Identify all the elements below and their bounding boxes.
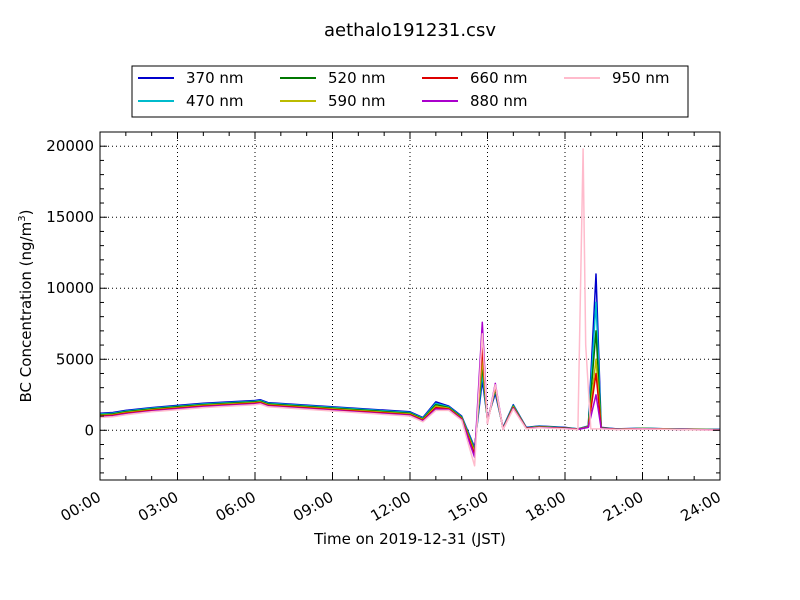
y-tick-label: 0: [84, 421, 94, 439]
x-tick-label: 18:00: [523, 488, 569, 525]
x-tick-label: 09:00: [290, 488, 336, 525]
series-line-950-nm: [99, 148, 721, 467]
x-axis-label: Time on 2019-12-31 (JST): [313, 530, 506, 548]
grid: [100, 132, 720, 480]
legend-box: [131, 65, 689, 118]
x-tick-label: 12:00: [368, 488, 414, 525]
y-axis-label-suffix: ): [17, 210, 35, 216]
y-tick-label: 15000: [46, 208, 94, 226]
y-tick-label: 10000: [46, 279, 94, 297]
legend-label: 950 nm: [612, 69, 670, 87]
x-tick-label: 06:00: [213, 488, 259, 525]
series-lines: [99, 148, 721, 467]
series-line-880-nm: [99, 321, 721, 459]
legend-label: 370 nm: [186, 69, 244, 87]
x-tick-label: 00:00: [58, 488, 104, 525]
x-tick-label: 03:00: [135, 488, 181, 525]
y-axis-label-superscript: 3: [17, 215, 28, 221]
x-tick-label: 15:00: [445, 488, 491, 525]
axis-ticks: 00:00 03:00 06:00 09:00 12:00 15:00 18:00 21:00…: [46, 131, 724, 525]
series-line-660-nm: [99, 347, 721, 456]
x-tick-label: 24:00: [678, 488, 724, 525]
legend-label: 590 nm: [328, 92, 386, 110]
legend: 370 nm 470 nm 520 nm 590 nm 660 nm 880 nm 950 …: [131, 65, 689, 118]
x-tick-label: 21:00: [600, 488, 646, 525]
y-axis-label-prefix: BC Concentration (ng/m: [17, 222, 35, 403]
chart-title: aethalo191231.csv: [324, 20, 496, 41]
legend-label: 880 nm: [470, 92, 528, 110]
y-tick-label: 20000: [46, 137, 94, 155]
legend-label: 520 nm: [328, 69, 386, 87]
legend-label: 470 nm: [186, 92, 244, 110]
y-axis-label: BC Concentration (ng/m3): [17, 210, 35, 403]
y-tick-label: 5000: [56, 350, 94, 368]
legend-label: 660 nm: [470, 69, 528, 87]
